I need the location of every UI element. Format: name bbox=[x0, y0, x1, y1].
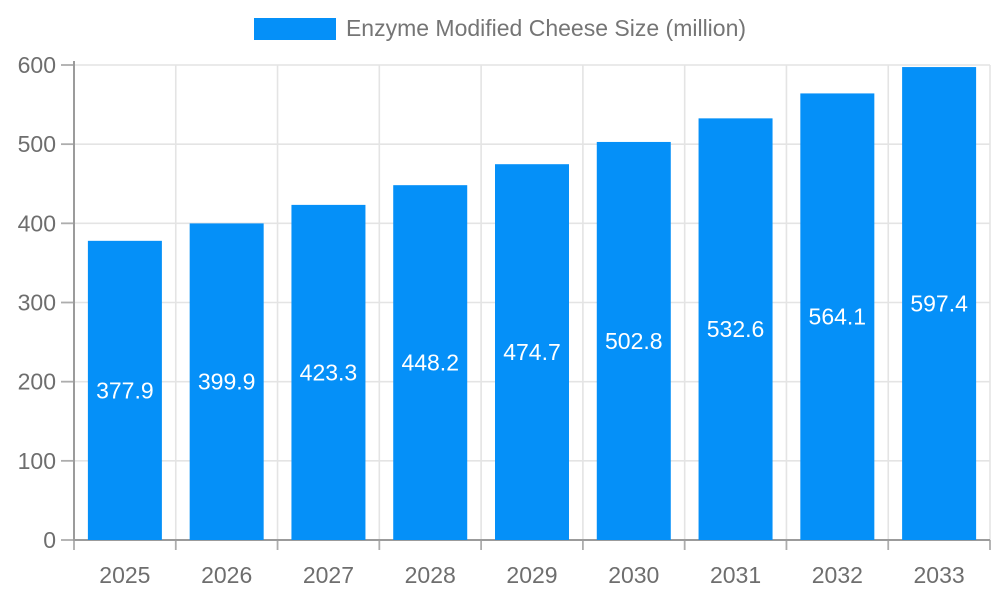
y-tick-label: 100 bbox=[18, 448, 56, 474]
bar[interactable] bbox=[393, 185, 468, 541]
y-tick-label: 400 bbox=[18, 210, 56, 236]
x-tick-label: 2027 bbox=[303, 562, 354, 588]
bar[interactable] bbox=[902, 67, 977, 540]
bar-value-label: 532.6 bbox=[707, 316, 765, 342]
legend-swatch[interactable] bbox=[253, 17, 336, 40]
bar-value-label: 564.1 bbox=[809, 304, 867, 330]
x-tick-label: 2031 bbox=[710, 562, 761, 588]
x-tick-label: 2025 bbox=[99, 562, 150, 588]
y-tick-label: 500 bbox=[18, 131, 56, 157]
bar-value-label: 448.2 bbox=[401, 350, 459, 376]
bar[interactable] bbox=[596, 141, 671, 540]
y-tick-label: 200 bbox=[18, 369, 56, 395]
bar[interactable] bbox=[800, 93, 875, 540]
bar[interactable] bbox=[87, 240, 162, 540]
bar-value-label: 474.7 bbox=[503, 339, 561, 365]
x-tick-label: 2032 bbox=[812, 562, 863, 588]
bar-value-label: 399.9 bbox=[198, 369, 256, 395]
x-tick-label: 2029 bbox=[506, 562, 557, 588]
x-tick-label: 2028 bbox=[405, 562, 456, 588]
bar-value-label: 502.8 bbox=[605, 328, 663, 354]
bar[interactable] bbox=[698, 118, 773, 540]
x-tick-label: 2026 bbox=[201, 562, 252, 588]
y-tick-label: 600 bbox=[18, 52, 56, 78]
bar[interactable] bbox=[291, 204, 366, 540]
y-tick-label: 300 bbox=[18, 290, 56, 316]
legend[interactable]: Enzyme Modified Cheese Size (million) bbox=[0, 15, 1000, 42]
bar[interactable] bbox=[189, 223, 264, 540]
bar[interactable] bbox=[495, 164, 569, 540]
legend-label: Enzyme Modified Cheese Size (million) bbox=[345, 15, 747, 41]
bar-value-label: 597.4 bbox=[910, 291, 968, 317]
y-tick-label: 0 bbox=[43, 527, 56, 553]
x-tick-label: 2030 bbox=[608, 562, 659, 588]
bar-value-label: 423.3 bbox=[300, 359, 358, 385]
bar-value-label: 377.9 bbox=[96, 377, 154, 403]
x-tick-label: 2033 bbox=[914, 562, 965, 588]
